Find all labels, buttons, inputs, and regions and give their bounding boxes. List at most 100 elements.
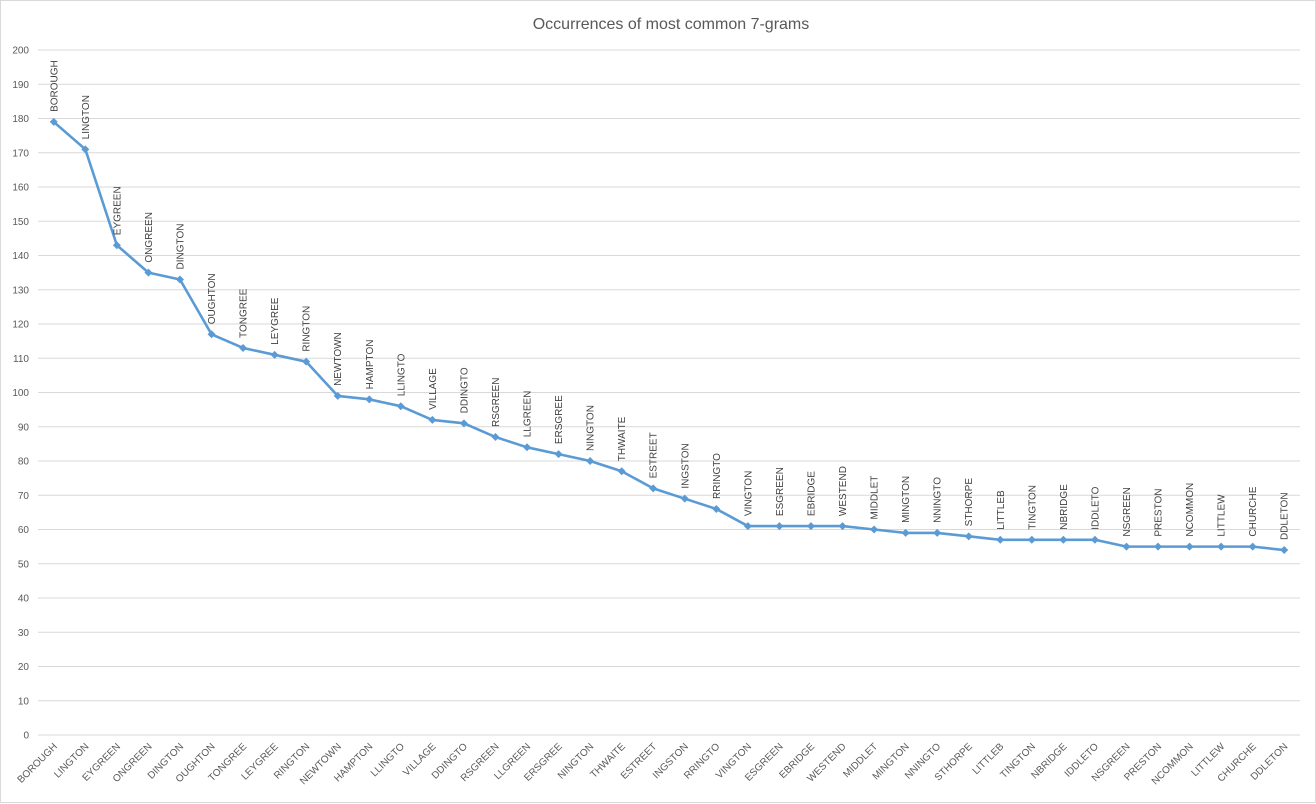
data-label: NNINGTO [933, 477, 944, 523]
data-point-marker [428, 415, 437, 424]
y-tick-label: 150 [12, 217, 29, 228]
y-tick-label: 110 [13, 354, 29, 365]
data-label: EBRIDGE [806, 471, 817, 516]
x-tick-label: LLINGTO [369, 741, 407, 779]
data-label: LITTLEW [1217, 494, 1228, 537]
data-label: RINGTON [302, 306, 313, 352]
data-label: VINGTON [743, 471, 754, 516]
data-label: NEWTOWN [333, 332, 344, 386]
data-point-marker [459, 419, 468, 428]
data-label: RRINGTO [712, 453, 723, 499]
data-point-marker [1090, 535, 1099, 544]
y-tick-label: 200 [12, 46, 29, 57]
x-axis: BOROUGHLINGTONEYGREENONGREENDINGTONOUGHT… [16, 741, 1291, 787]
data-point-marker [49, 117, 58, 126]
y-tick-label: 100 [12, 388, 29, 399]
data-label: TINGTON [1027, 485, 1038, 530]
data-point-marker [175, 275, 184, 284]
data-point-marker [491, 433, 500, 442]
y-tick-label: 160 [12, 183, 29, 194]
data-point-marker [964, 532, 973, 541]
data-label: PRESTON [1154, 488, 1165, 536]
data-label: TONGREE [239, 288, 250, 338]
data-point-marker [870, 525, 879, 534]
data-point-marker [1122, 542, 1131, 551]
data-label: INGSTON [680, 443, 691, 488]
data-label: NINGTON [586, 405, 597, 451]
data-label: LITTLEB [996, 490, 1007, 530]
data-label: DDLETON [1280, 492, 1291, 540]
data-point-marker [649, 484, 658, 493]
data-point-marker [1248, 542, 1257, 551]
data-point-marker [775, 522, 784, 531]
data-label: EYGREEN [112, 186, 123, 235]
data-label: VILLAGE [428, 368, 439, 410]
data-point-marker [617, 467, 626, 476]
x-tick-label: BOROUGH [16, 741, 60, 785]
data-point-marker [743, 522, 752, 531]
data-label: LEYGREE [270, 297, 281, 345]
chart-title: Occurrences of most common 7-grams [533, 16, 810, 33]
data-label: RSGREEN [491, 378, 502, 427]
y-tick-label: 80 [18, 457, 30, 468]
data-label: NSGREEN [1122, 487, 1133, 536]
y-axis: 0 10 20 30 40 50 60 70 80 90 100 110 120 130 140 150 160… [12, 46, 29, 742]
data-point-marker [1059, 535, 1068, 544]
data-label: ERSGREE [554, 395, 565, 444]
data-label: LINGTON [81, 95, 92, 139]
data-label: NBRIDGE [1059, 484, 1070, 530]
data-point-marker [996, 535, 1005, 544]
data-point-marker [365, 395, 374, 404]
data-label: WESTEND [838, 466, 849, 516]
y-tick-label: 10 [18, 696, 30, 707]
data-label: HAMPTON [365, 340, 376, 390]
data-point-marker [333, 391, 342, 400]
y-tick-label: 90 [18, 422, 30, 433]
data-label: OUGHTON [207, 273, 218, 324]
data-label: LLGREEN [523, 391, 534, 438]
data-label: DDINGTO [459, 367, 470, 413]
data-point-marker [1280, 546, 1289, 555]
data-point-marker [838, 522, 847, 531]
data-label: LLINGTO [396, 353, 407, 396]
data-point-marker [901, 528, 910, 537]
y-tick-label: 70 [18, 491, 30, 502]
data-point-marker [207, 330, 216, 339]
y-tick-label: 40 [18, 594, 30, 605]
data-point-marker [1154, 542, 1163, 551]
data-point-marker [1217, 542, 1226, 551]
data-label: THWAITE [617, 416, 628, 461]
data-label: ONGREEN [144, 212, 155, 263]
series [49, 117, 1289, 555]
data-label: IDDLETO [1090, 486, 1101, 529]
data-point-marker [302, 357, 311, 366]
gridlines [38, 49, 1300, 736]
data-label: MIDDLET [870, 476, 881, 520]
data-point-marker [586, 457, 595, 465]
data-point-marker [554, 450, 563, 459]
data-label: MINGTON [901, 476, 912, 523]
data-point-marker [239, 343, 248, 352]
series-line [52, 120, 1285, 552]
data-point-marker [680, 494, 689, 503]
data-label: ESTREET [649, 432, 660, 478]
y-tick-label: 0 [23, 731, 29, 742]
data-point-marker [523, 443, 532, 452]
data-point-marker [933, 528, 942, 537]
data-point-marker [712, 504, 721, 513]
y-tick-label: 30 [18, 628, 30, 639]
y-tick-label: 180 [12, 114, 29, 125]
data-label: DINGTON [175, 224, 186, 270]
y-tick-label: 20 [18, 662, 30, 673]
y-tick-label: 170 [12, 148, 29, 159]
data-label: NCOMMON [1185, 483, 1196, 537]
data-labels: BOROUGH LINGTON EYGREEN ONGREEN DINGTON OUGHT… [49, 60, 1290, 540]
y-tick-label: 190 [12, 80, 29, 91]
data-point-marker [144, 268, 153, 277]
data-label: CHURCHE [1248, 486, 1259, 536]
y-tick-label: 130 [12, 285, 29, 296]
data-point-marker [81, 145, 90, 154]
data-label: BOROUGH [49, 60, 60, 112]
